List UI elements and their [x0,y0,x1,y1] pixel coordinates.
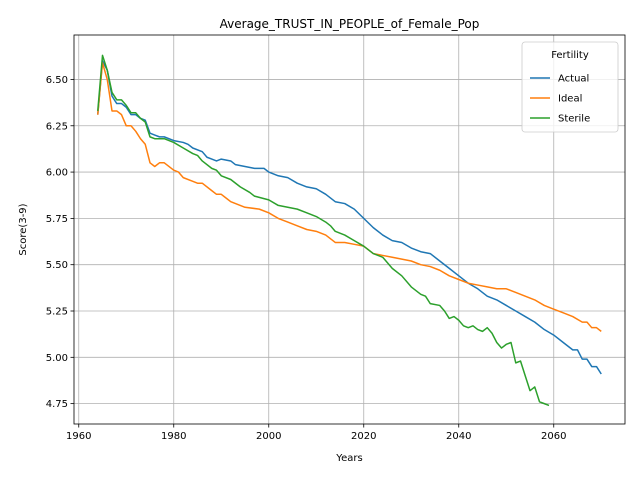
x-tick-label: 1980 [161,431,186,442]
legend-box [521,41,619,133]
series-line-sterile [97,54,550,407]
series-line-actual [97,60,602,375]
y-axis-label: Score(3-9) [18,203,29,255]
x-tick-label: 2000 [256,431,281,442]
y-tick-label: 6.50 [46,75,68,86]
x-tick-label: 2040 [446,431,471,442]
legend: Fertility Actual Ideal Sterile [521,41,619,133]
series-line-ideal [97,62,602,332]
grid [74,35,625,424]
y-tick-label: 4.75 [46,399,68,410]
axes-frame [73,34,626,425]
y-tick-label: 5.00 [46,353,68,364]
legend-label-actual: Actual [558,74,589,85]
chart-title: Average_TRUST_IN_PEOPLE_of_Female_Pop [220,17,480,31]
legend-title: Fertility [551,50,589,61]
y-axis-ticks: 4.75 5.00 5.25 5.50 5.75 6.00 6.25 6.50 [46,75,74,410]
y-tick-label: 6.25 [46,121,68,132]
x-tick-label: 1960 [66,431,91,442]
y-tick-label: 6.00 [46,168,68,179]
x-tick-label: 2060 [541,431,566,442]
y-tick-label: 5.25 [46,307,68,318]
x-axis-ticks: 1960 1980 2000 2020 2040 2060 [66,424,566,442]
series-lines [97,54,602,407]
legend-label-ideal: Ideal [558,94,582,105]
y-tick-label: 5.75 [46,214,68,225]
legend-label-sterile: Sterile [558,114,590,125]
y-tick-label: 5.50 [46,260,68,271]
x-tick-label: 2020 [351,431,376,442]
x-axis-label: Years [335,453,362,464]
